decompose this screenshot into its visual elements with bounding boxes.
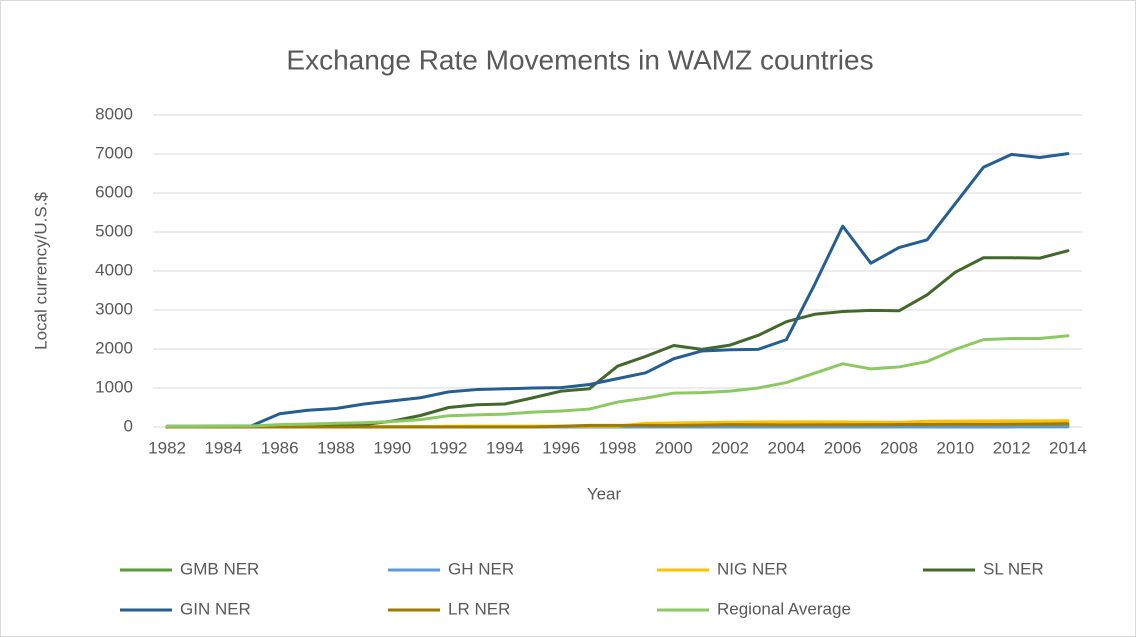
y-tick-label: 7000 bbox=[95, 143, 133, 162]
x-axis-label: Year bbox=[587, 484, 622, 503]
y-axis-label: Local currency/U.S.$ bbox=[31, 192, 50, 350]
x-tick-label: 1998 bbox=[599, 438, 637, 457]
x-tick-label: 2008 bbox=[880, 438, 918, 457]
x-tick-label: 1992 bbox=[430, 438, 468, 457]
x-tick-label: 1984 bbox=[204, 438, 242, 457]
x-tick-label: 2004 bbox=[767, 438, 805, 457]
series-line bbox=[165, 334, 1070, 428]
legend-label: SL NER bbox=[983, 559, 1044, 578]
legend-label: Regional Average bbox=[717, 599, 851, 618]
y-tick-label: 8000 bbox=[95, 104, 133, 123]
y-tick-label: 5000 bbox=[95, 221, 133, 240]
x-tick-label: 1986 bbox=[261, 438, 299, 457]
x-tick-label: 2014 bbox=[1049, 438, 1087, 457]
x-tick-label: 1996 bbox=[542, 438, 580, 457]
y-tick-label: 3000 bbox=[95, 299, 133, 318]
x-tick-label: 1982 bbox=[148, 438, 186, 457]
series-line bbox=[165, 152, 1070, 428]
legend-label: LR NER bbox=[448, 599, 510, 618]
legend-label: GMB NER bbox=[180, 559, 259, 578]
y-tick-label: 4000 bbox=[95, 260, 133, 279]
x-tick-label: 1994 bbox=[486, 438, 524, 457]
x-tick-label: 1990 bbox=[373, 438, 411, 457]
chart-title: Exchange Rate Movements in WAMZ countrie… bbox=[286, 44, 873, 75]
y-tick-label: 2000 bbox=[95, 338, 133, 357]
x-tick-label: 2006 bbox=[824, 438, 862, 457]
x-tick-label: 2000 bbox=[655, 438, 693, 457]
y-tick-label: 1000 bbox=[95, 377, 133, 396]
x-tick-label: 2002 bbox=[711, 438, 749, 457]
x-tick-label: 2012 bbox=[993, 438, 1031, 457]
legend-label: GIN NER bbox=[180, 599, 251, 618]
y-tick-label: 6000 bbox=[95, 182, 133, 201]
y-tick-label: 0 bbox=[124, 416, 133, 435]
legend-label: GH NER bbox=[448, 559, 514, 578]
x-tick-label: 2010 bbox=[936, 438, 974, 457]
series-line bbox=[165, 422, 1070, 429]
x-tick-label: 1988 bbox=[317, 438, 355, 457]
legend-label: NIG NER bbox=[717, 559, 788, 578]
